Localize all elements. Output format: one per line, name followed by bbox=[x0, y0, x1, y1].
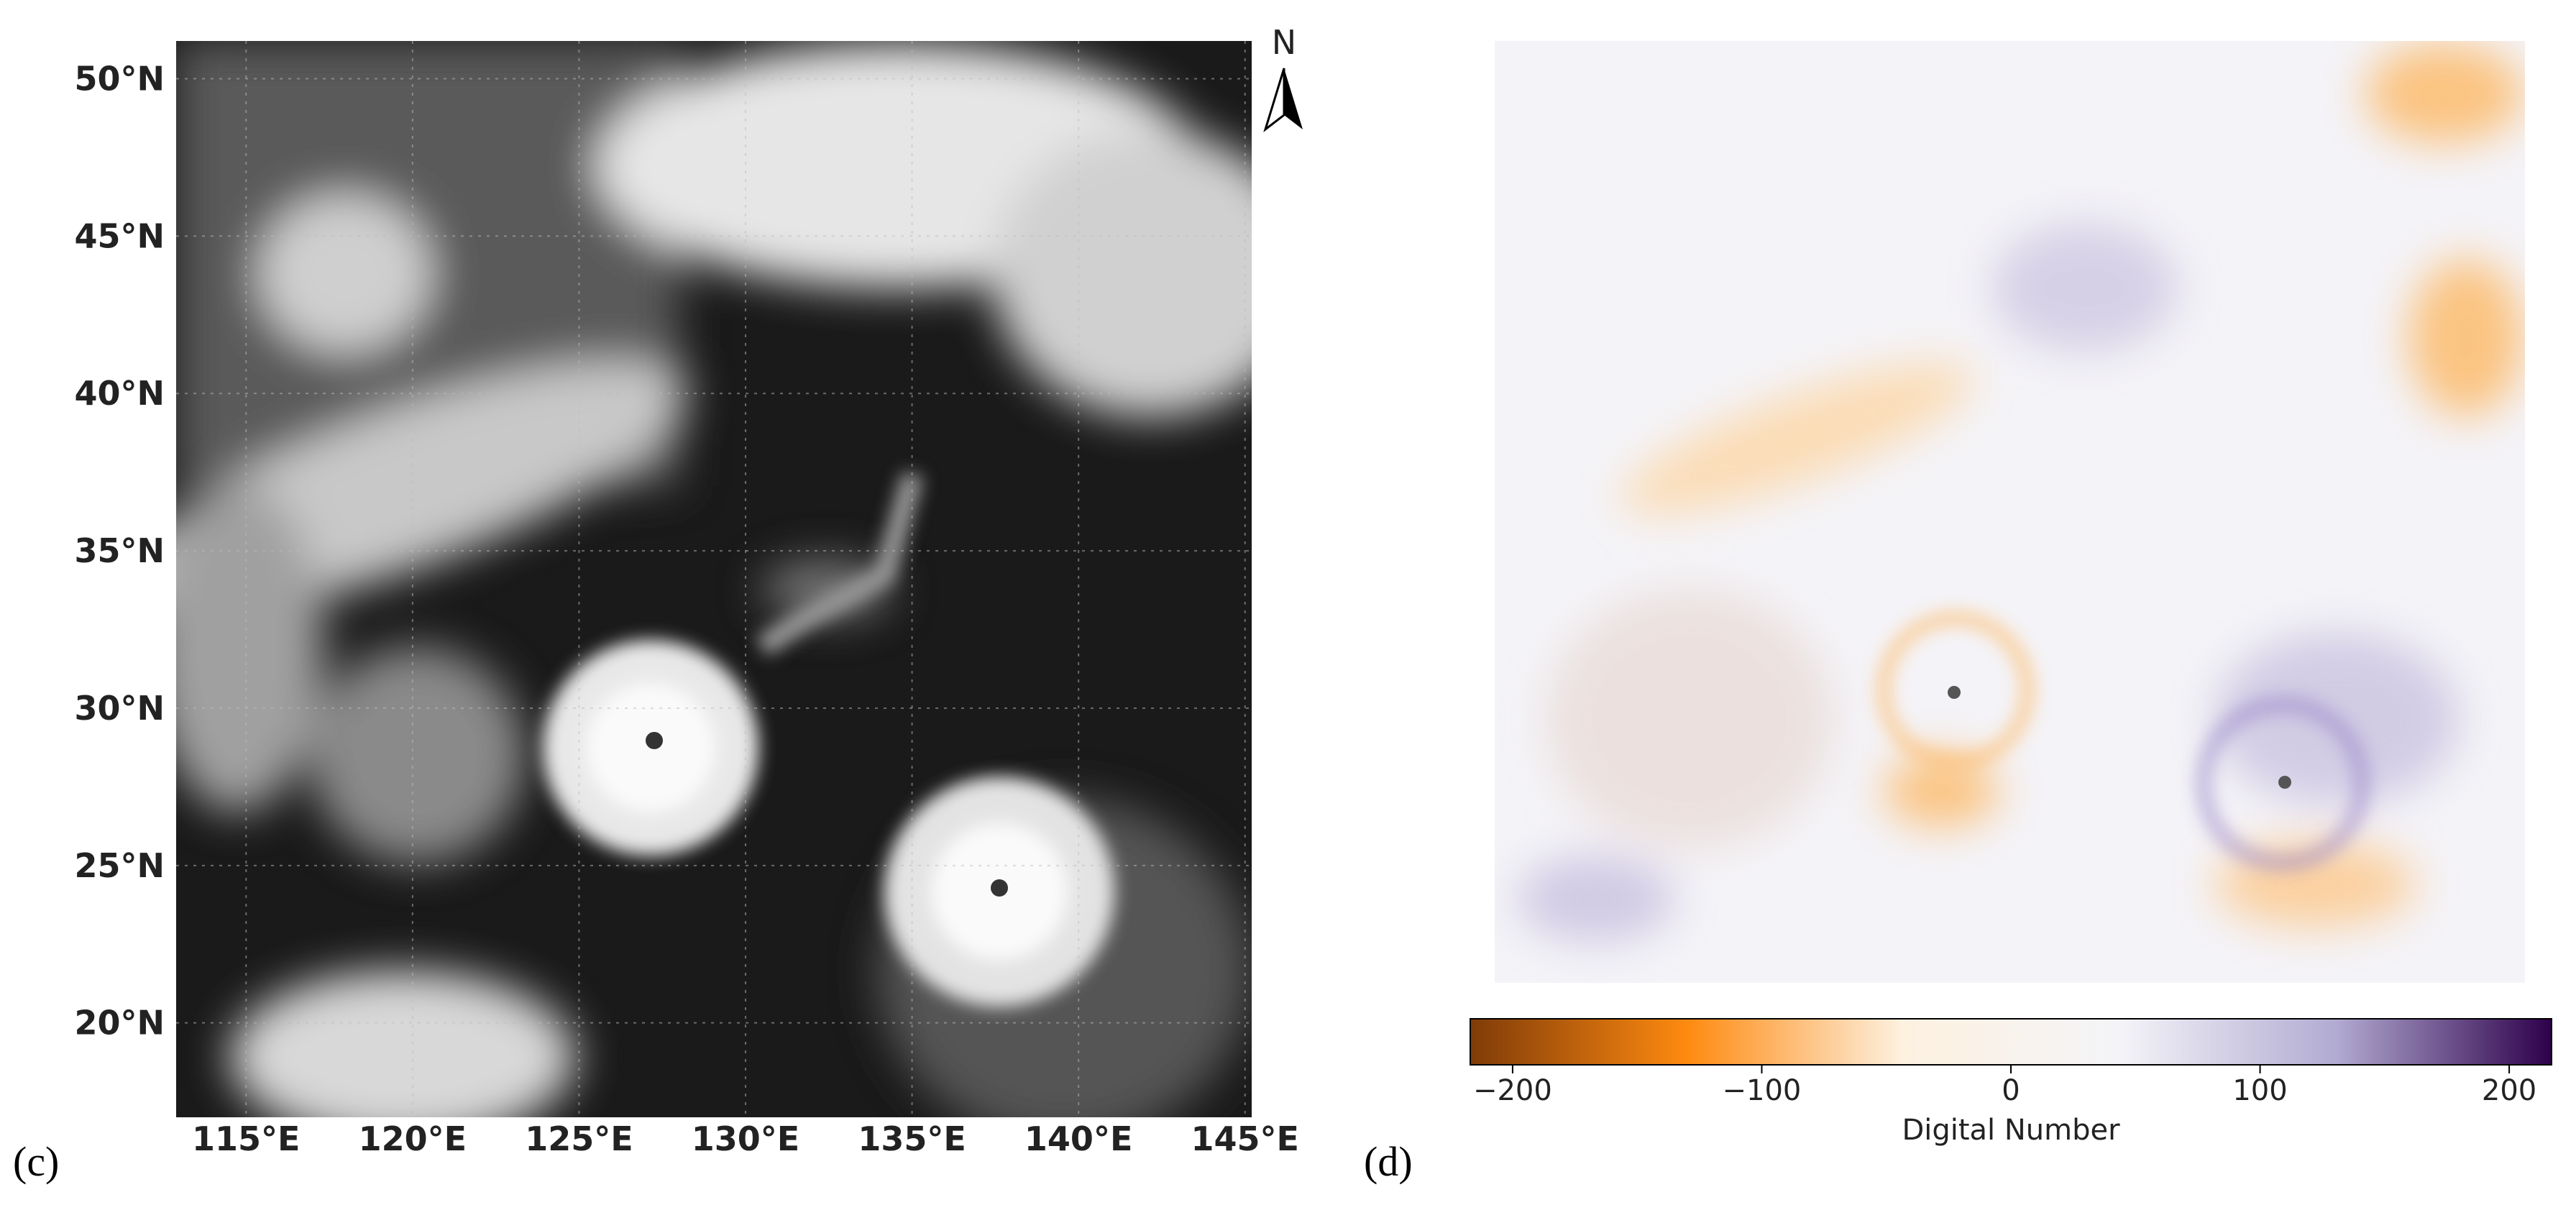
colorbar-tick-label: 0 bbox=[2002, 1074, 2020, 1107]
y-tick-label: 25°N bbox=[74, 846, 165, 885]
north-label: N bbox=[1272, 23, 1296, 62]
panel-label: (d) bbox=[1364, 1138, 1413, 1185]
panel-label: (c) bbox=[13, 1138, 59, 1185]
colorbar bbox=[1470, 1018, 2552, 1066]
x-tick-label: 145°E bbox=[1191, 1119, 1299, 1158]
colorbar-label: Digital Number bbox=[1902, 1114, 2120, 1147]
north-arrow bbox=[1284, 68, 1303, 129]
x-tick-label: 115°E bbox=[192, 1119, 300, 1158]
graticule bbox=[176, 41, 1252, 1117]
satellite-image bbox=[176, 41, 1252, 1117]
x-tick-label: 130°E bbox=[692, 1119, 799, 1158]
colorbar-tick-label: 200 bbox=[2482, 1074, 2536, 1107]
difference-image bbox=[1495, 41, 2525, 983]
x-tick-label: 125°E bbox=[525, 1119, 633, 1158]
x-tick-label: 120°E bbox=[359, 1119, 467, 1158]
y-tick-label: 45°N bbox=[74, 216, 165, 255]
colorbar-ticks: −200 −100 0 100 200 bbox=[1473, 1065, 2536, 1107]
y-tick-label: 50°N bbox=[74, 60, 165, 98]
colorbar-tick-label: −100 bbox=[1723, 1074, 1802, 1107]
north-arrow bbox=[1263, 68, 1285, 133]
y-tick-label: 35°N bbox=[74, 531, 165, 570]
colorbar-tick-label: 100 bbox=[2232, 1074, 2287, 1107]
colorbar-tick-label: −200 bbox=[1473, 1074, 1552, 1107]
y-tick-label: 30°N bbox=[74, 689, 165, 728]
x-tick-label: 140°E bbox=[1025, 1119, 1132, 1158]
y-tick-label: 40°N bbox=[74, 374, 165, 413]
y-tick-label: 20°N bbox=[74, 1004, 165, 1043]
x-tick-label: 135°E bbox=[858, 1119, 966, 1158]
